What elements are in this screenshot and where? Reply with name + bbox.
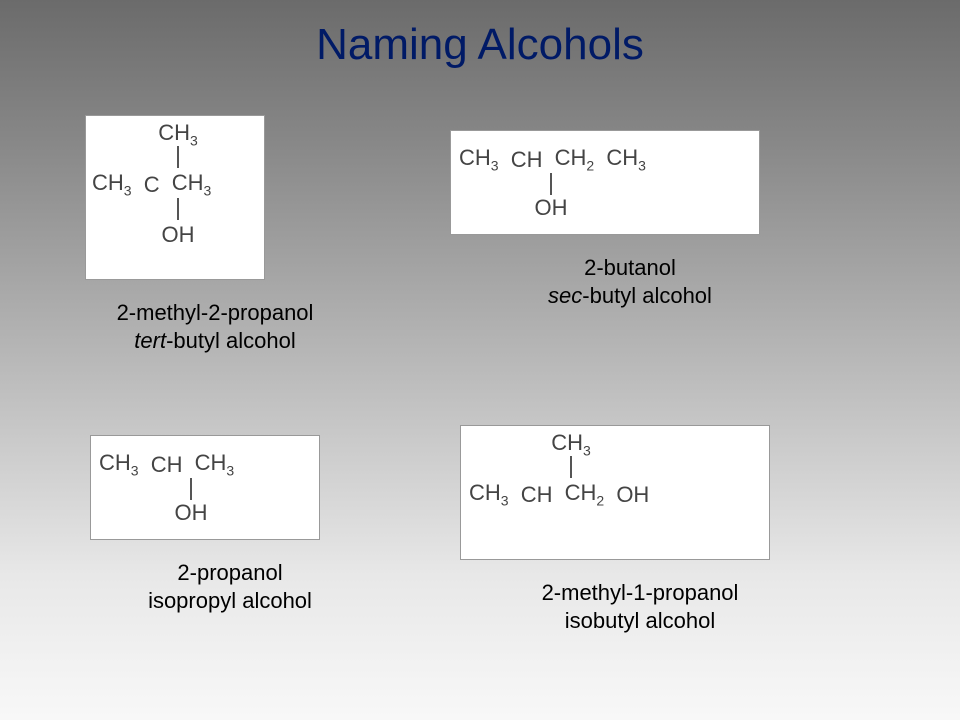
iupac-name: 2-methyl-2-propanol [85, 299, 345, 327]
atom-ch3: CH [158, 120, 190, 145]
structure-isopropyl: CH3 CH CH3 OH [90, 435, 320, 540]
panel-sec-butyl: CH3 CH CH2 CH3 OH 2-butanol sec-butyl al… [450, 130, 810, 309]
caption-isobutyl: 2-methyl-1-propanol isobutyl alcohol [460, 579, 820, 634]
atom-oh: OH [175, 502, 208, 524]
bond-vertical [177, 146, 179, 168]
caption-tert-butyl: 2-methyl-2-propanol tert-butyl alcohol [85, 299, 345, 354]
atom-ch3: CH3 [459, 147, 499, 172]
iupac-name: 2-butanol [450, 254, 810, 282]
atom-c: C [144, 174, 160, 196]
panel-isobutyl: CH3 CH3 CH CH2 OH 2-methyl-1-propanol is… [460, 425, 820, 634]
atom-ch3: CH3 [99, 452, 139, 477]
atom-ch3: CH3 [92, 172, 132, 197]
structure-isobutyl: CH3 CH3 CH CH2 OH [460, 425, 770, 560]
bond-vertical [177, 198, 179, 220]
iupac-name: 2-methyl-1-propanol [460, 579, 820, 607]
atom-oh: OH [162, 224, 195, 246]
atom-ch3: CH3 [172, 172, 212, 197]
atom-ch: CH [511, 149, 543, 171]
atom-ch3: CH3 [469, 482, 509, 507]
atom-ch3: CH3 [195, 452, 235, 477]
bond-vertical [570, 456, 572, 478]
common-name: isopropyl alcohol [90, 587, 370, 615]
atom-ch3: CH3 [606, 147, 646, 172]
structure-sec-butyl: CH3 CH CH2 CH3 OH [450, 130, 760, 235]
atom-ch2: CH2 [565, 482, 605, 507]
atom-oh: OH [616, 484, 649, 506]
atom-ch3: CH3 [551, 432, 591, 457]
sub-3: 3 [190, 132, 198, 148]
atom-ch: CH [521, 484, 553, 506]
caption-isopropyl: 2-propanol isopropyl alcohol [90, 559, 370, 614]
atom-oh: OH [535, 197, 568, 219]
common-name: isobutyl alcohol [460, 607, 820, 635]
panel-tert-butyl: CH3 CH3 C CH3 OH 2-methyl-2-propanol ter… [85, 115, 345, 354]
page-title: Naming Alcohols [0, 0, 960, 70]
common-name: sec-butyl alcohol [450, 282, 810, 310]
structure-tert-butyl: CH3 CH3 C CH3 OH [85, 115, 265, 280]
bond-vertical [550, 173, 552, 195]
atom-ch: CH [151, 454, 183, 476]
bond-vertical [190, 478, 192, 500]
panel-isopropyl: CH3 CH CH3 OH 2-propanol isopropyl alcoh… [90, 435, 370, 614]
caption-sec-butyl: 2-butanol sec-butyl alcohol [450, 254, 810, 309]
iupac-name: 2-propanol [90, 559, 370, 587]
common-name: tert-butyl alcohol [85, 327, 345, 355]
atom-ch2: CH2 [555, 147, 595, 172]
